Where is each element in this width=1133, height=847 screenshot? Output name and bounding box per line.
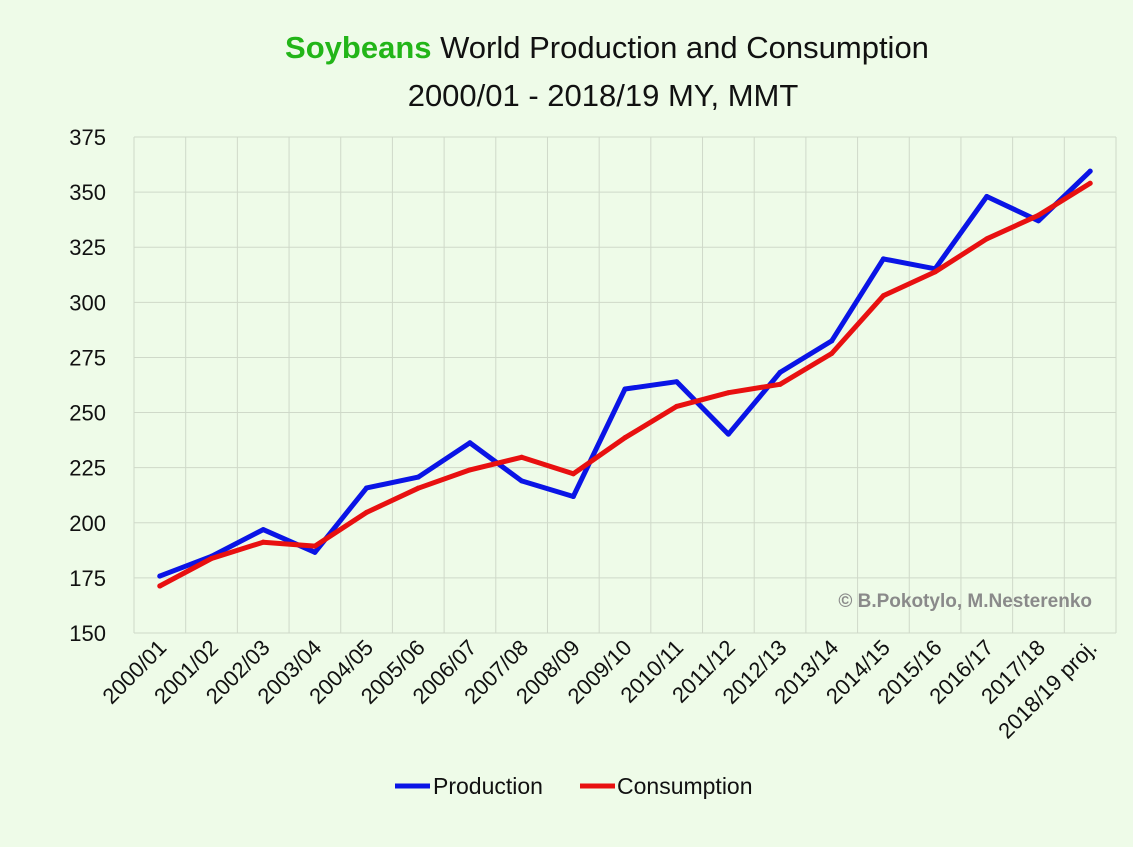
data-point-production — [984, 194, 990, 200]
y-tick-label: 175 — [69, 566, 106, 591]
legend-label-consumption: Consumption — [617, 773, 753, 799]
data-point-consumption — [674, 403, 680, 409]
data-point-production — [570, 494, 576, 500]
copyright-annotation: © B.Pokotylo, M.Nesterenko — [838, 591, 1092, 612]
chart-subtitle: 2000/01 - 2018/19 MY, MMT — [408, 78, 799, 113]
data-point-consumption — [519, 454, 525, 460]
data-point-production — [1035, 218, 1041, 224]
data-point-production — [829, 338, 835, 344]
y-tick-label: 300 — [69, 290, 106, 315]
y-tick-label: 225 — [69, 456, 106, 481]
data-point-consumption — [932, 269, 938, 275]
series-line-production — [157, 168, 1093, 579]
data-point-consumption — [622, 435, 628, 441]
data-point-production — [519, 478, 525, 484]
data-point-consumption — [209, 555, 215, 561]
data-point-consumption — [880, 293, 886, 299]
data-point-production — [157, 573, 163, 579]
data-point-consumption — [260, 539, 266, 545]
x-axis-ticks: 2000/012001/022002/032003/042004/052005/… — [97, 635, 1101, 743]
data-point-production — [415, 474, 421, 480]
chart-title: Soybeans World Production and Consumptio… — [285, 30, 929, 65]
data-point-consumption — [777, 381, 783, 387]
data-point-production — [880, 256, 886, 262]
data-point-production — [674, 379, 680, 385]
y-axis-ticks: 150 175 200 225 250 275 300 325 350 375 — [69, 125, 106, 646]
data-point-consumption — [1087, 180, 1093, 186]
grid — [133, 136, 1117, 634]
data-point-consumption — [467, 467, 473, 473]
data-point-production — [1087, 168, 1093, 174]
y-tick-label: 375 — [69, 125, 106, 150]
data-point-consumption — [570, 471, 576, 477]
y-tick-label: 200 — [69, 511, 106, 536]
data-point-production — [312, 549, 318, 555]
series-lines — [157, 168, 1093, 589]
data-point-consumption — [725, 390, 731, 396]
data-point-consumption — [415, 485, 421, 491]
data-point-consumption — [984, 236, 990, 242]
y-tick-label: 150 — [69, 621, 106, 646]
data-point-consumption — [829, 350, 835, 356]
data-point-consumption — [312, 543, 318, 549]
data-point-consumption — [157, 583, 163, 589]
chart-title-highlight: Soybeans — [285, 30, 431, 65]
data-point-consumption — [1035, 212, 1041, 218]
data-point-production — [260, 527, 266, 533]
data-point-production — [622, 386, 628, 392]
legend: Production Consumption — [395, 773, 753, 799]
data-point-production — [777, 369, 783, 375]
data-point-production — [364, 485, 370, 491]
y-tick-label: 350 — [69, 180, 106, 205]
y-tick-label: 325 — [69, 235, 106, 260]
y-tick-label: 275 — [69, 345, 106, 370]
data-point-production — [725, 431, 731, 437]
y-tick-label: 250 — [69, 401, 106, 426]
data-point-production — [467, 440, 473, 446]
legend-label-production: Production — [433, 773, 543, 799]
chart-title-rest: World Production and Consumption — [432, 30, 929, 65]
data-point-consumption — [364, 509, 370, 515]
